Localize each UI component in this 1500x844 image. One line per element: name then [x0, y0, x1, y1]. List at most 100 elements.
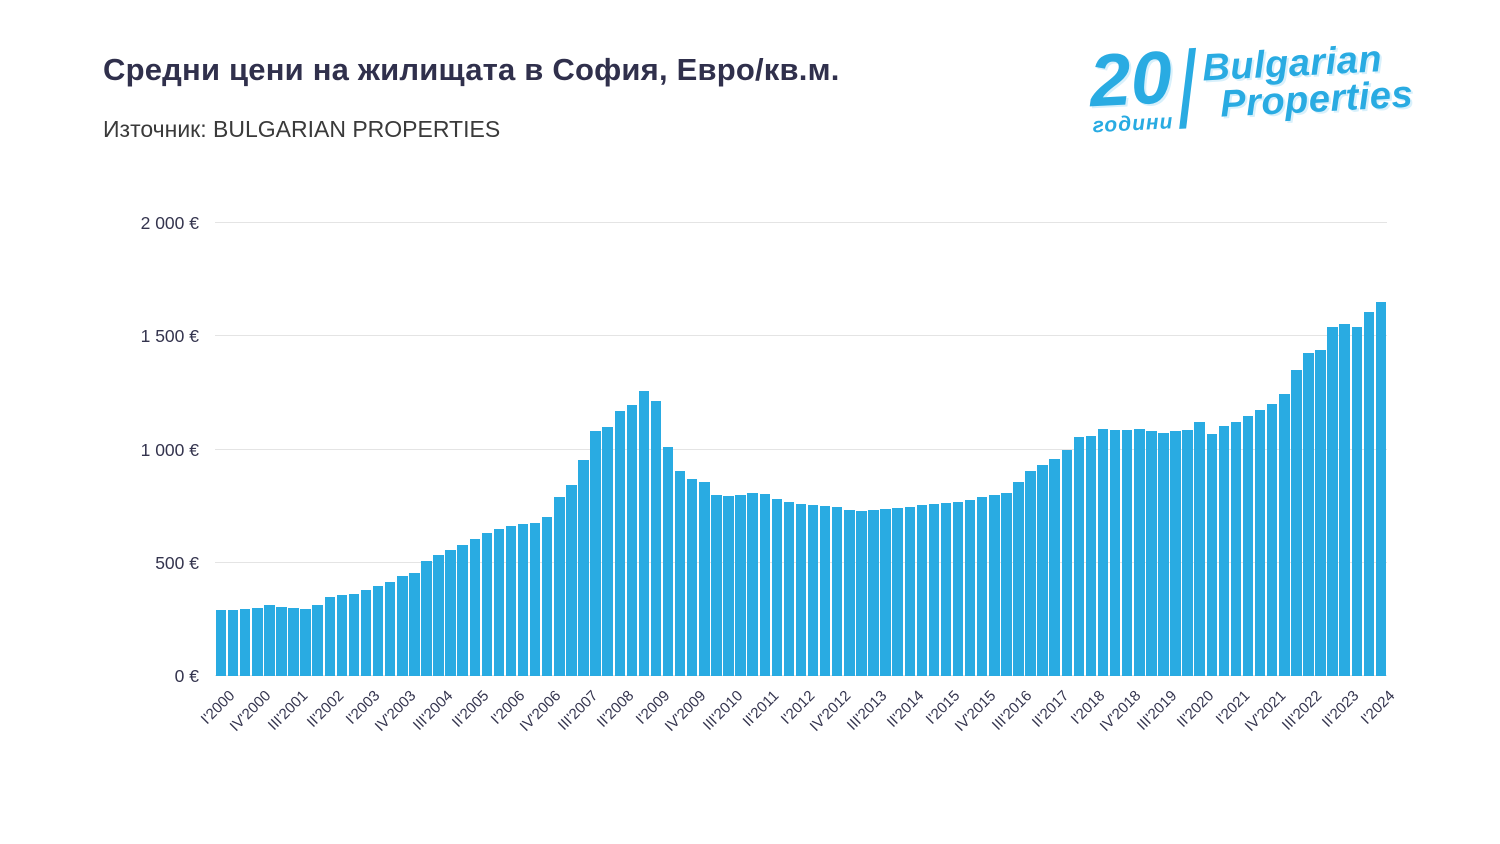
bar	[1303, 353, 1314, 676]
bar	[372, 586, 384, 676]
bar	[771, 499, 783, 676]
bar	[807, 505, 819, 676]
bar	[312, 605, 323, 676]
bar	[505, 526, 517, 676]
bar	[602, 426, 613, 676]
bar	[892, 507, 903, 676]
x-axis-tick-label: III'2022	[1279, 687, 1326, 734]
bar	[481, 532, 493, 676]
bar	[1327, 327, 1338, 676]
bar	[300, 608, 311, 676]
bar	[1013, 482, 1024, 676]
bar	[1291, 370, 1302, 676]
bar	[227, 609, 239, 676]
bar	[795, 503, 807, 676]
bar	[578, 459, 589, 676]
bar	[783, 501, 795, 676]
y-axis-tick-label: 0 €	[174, 666, 199, 686]
gridline	[215, 448, 1387, 450]
logo-20-number: 20	[1087, 35, 1174, 123]
bar	[976, 497, 988, 676]
bar	[324, 597, 335, 676]
x-axis-tick-label: III'2013	[844, 687, 891, 734]
gridline	[215, 222, 1387, 223]
bar	[650, 400, 662, 676]
bar	[989, 494, 1000, 676]
bar	[445, 549, 456, 676]
bar	[517, 524, 529, 676]
bar	[880, 508, 891, 676]
y-axis-tick-label: 2 000 €	[140, 213, 199, 233]
bar	[940, 502, 952, 676]
bar	[348, 593, 360, 676]
bar	[590, 431, 601, 676]
bar	[1097, 429, 1109, 676]
bar	[1109, 430, 1121, 676]
bar	[397, 576, 408, 676]
bar	[1266, 404, 1278, 676]
bar	[674, 471, 686, 676]
plot-area: 0 €500 €1 000 €1 500 €2 000 € I'2000 IV'20…	[141, 213, 1399, 735]
bar	[252, 608, 263, 676]
bar	[360, 590, 372, 676]
bar	[687, 478, 698, 676]
x-axis-tick-label: II'2011	[739, 687, 783, 731]
bar	[1218, 425, 1230, 676]
bar	[856, 510, 867, 676]
bar	[554, 497, 565, 676]
bar	[542, 517, 553, 676]
bar	[952, 501, 964, 676]
y-axis-tick-label: 1 000 €	[140, 439, 199, 460]
bar	[699, 482, 710, 676]
logo-brand-line2: Properties	[1218, 73, 1414, 126]
bar	[1134, 429, 1145, 676]
x-axis-tick-label: III'2001	[264, 687, 311, 734]
bar	[723, 495, 734, 676]
bar	[1085, 435, 1097, 676]
bar	[638, 390, 650, 676]
bar	[239, 608, 251, 676]
bar	[1206, 433, 1218, 676]
x-axis-tick-label: II'2017	[1028, 687, 1073, 731]
x-axis-tick-label: II'2005	[448, 687, 493, 731]
bar	[457, 545, 468, 676]
y-axis-tick-label: 500 €	[155, 552, 199, 573]
bar	[1170, 431, 1181, 676]
bar	[819, 506, 831, 676]
x-axis-tick-label: II'2014	[883, 687, 928, 731]
bar	[1121, 430, 1133, 676]
bar	[916, 505, 928, 676]
bar	[1158, 432, 1169, 676]
bar	[735, 494, 746, 676]
bar	[409, 572, 420, 676]
logo-divider-bar	[1179, 47, 1197, 129]
bar	[1363, 312, 1375, 676]
bar	[1061, 449, 1073, 676]
bar	[288, 608, 299, 676]
bar	[336, 595, 348, 676]
logo-anniversary-block: 20 години	[1087, 35, 1175, 138]
bar	[529, 522, 541, 676]
bar	[1279, 394, 1290, 676]
bar	[264, 605, 275, 676]
bar	[1351, 327, 1363, 676]
bar	[215, 610, 227, 676]
x-axis-tick-label: III'2010	[699, 687, 746, 734]
bar	[1025, 471, 1036, 676]
bar	[868, 509, 879, 676]
logo-years-label: години	[1091, 110, 1174, 138]
bar	[1182, 430, 1193, 676]
x-axis-tick-label: III'2016	[989, 687, 1036, 734]
bar	[493, 529, 505, 676]
bar	[384, 582, 396, 676]
bar	[276, 607, 287, 676]
bar	[711, 494, 722, 676]
bar	[1194, 422, 1205, 676]
x-axis-tick-label: II'2008	[593, 687, 638, 731]
page-title: Средни цени на жилищата в София, Евро/кв…	[103, 52, 840, 87]
x-axis-tick-label: II'2020	[1173, 687, 1218, 731]
x-axis-tick-label: II'2002	[303, 687, 348, 731]
bar	[626, 405, 638, 676]
gridline	[215, 335, 1387, 337]
